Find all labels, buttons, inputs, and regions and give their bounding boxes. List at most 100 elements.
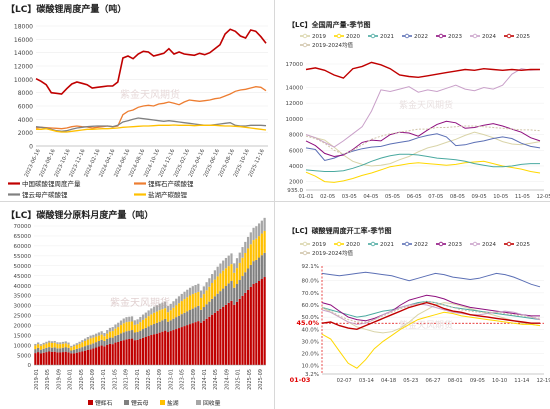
- y-tick-label: 12000: [14, 64, 33, 71]
- x-tick-label: 2020-05: [79, 369, 85, 390]
- bar-segment: [175, 317, 178, 330]
- y-tick-label: 0: [28, 363, 32, 369]
- bar-segment: [92, 334, 95, 338]
- legend-label: 2022: [414, 242, 428, 248]
- x-tick-label: 10-10: [492, 378, 507, 384]
- bar-segment: [130, 316, 134, 322]
- legend-label: 回收量: [203, 399, 221, 407]
- bar-segment: [53, 342, 56, 348]
- bar-segment: [233, 287, 236, 305]
- bar-segment: [122, 323, 125, 333]
- bar-segment: [45, 343, 48, 348]
- bar-segment: [235, 268, 239, 284]
- bar-segment: [56, 342, 59, 344]
- bar-segment: [263, 277, 266, 365]
- legend-label: 2023: [448, 34, 462, 40]
- bar-segment: [263, 230, 266, 253]
- bar-segment: [216, 310, 219, 365]
- bar-segment: [183, 326, 186, 365]
- bar-segment: [70, 345, 73, 348]
- bar-segment: [48, 347, 51, 352]
- y-tick-label: 60.0%: [302, 303, 319, 309]
- bar-segment: [111, 331, 114, 338]
- bar-segment: [169, 320, 172, 332]
- bar-segment: [81, 351, 84, 365]
- bar-segment: [191, 308, 194, 324]
- y-tick-label: 4000: [18, 117, 33, 124]
- x-tick-label: 2023-01: [168, 369, 174, 390]
- bar-segment: [125, 339, 128, 365]
- legend-label: 2021: [380, 242, 394, 248]
- bar-segment: [64, 343, 67, 348]
- bar-segment: [39, 349, 43, 354]
- bar-segment: [238, 280, 241, 299]
- bar-segment: [147, 326, 150, 337]
- bar-segment: [166, 332, 170, 365]
- bar-segment: [246, 289, 250, 365]
- bar-segment: [161, 302, 164, 310]
- bar-segment: [180, 327, 183, 365]
- y-tick-label: 40000: [14, 284, 32, 290]
- bar-segment: [45, 347, 48, 353]
- legend-label: 2020: [346, 34, 360, 40]
- bar-segment: [136, 332, 139, 340]
- x-tick-label: 11-14: [514, 378, 530, 384]
- bar-segment: [89, 344, 92, 350]
- bar-segment: [72, 344, 76, 347]
- bar-segment: [103, 333, 106, 337]
- series-line: [305, 120, 541, 158]
- legend-swatch: [124, 400, 129, 405]
- bar-segment: [114, 328, 117, 336]
- bar-segment: [34, 353, 37, 365]
- bar-segment: [257, 223, 261, 237]
- bar-segment: [117, 327, 120, 335]
- bar-segment: [136, 324, 139, 333]
- bar-segment: [194, 307, 197, 323]
- bar-segment: [188, 287, 192, 296]
- bar-segment: [169, 331, 172, 365]
- bar-segment: [205, 290, 208, 305]
- series-line: [305, 133, 541, 162]
- series-line: [321, 300, 541, 323]
- x-tick-label: 08-05: [450, 194, 465, 200]
- series-line: [305, 160, 541, 183]
- x-tick-label: 2019-01: [34, 369, 40, 390]
- series-line: [321, 303, 541, 325]
- bar-segment: [213, 312, 217, 365]
- bar-segment: [219, 308, 222, 365]
- bar-segment: [153, 334, 156, 365]
- bar-segment: [216, 276, 219, 294]
- bar-segment: [177, 328, 181, 365]
- bar-segment: [111, 327, 114, 332]
- bar-segment: [114, 324, 117, 329]
- bar-segment: [125, 331, 128, 340]
- bar-segment: [64, 347, 67, 352]
- legend-label: 2019-2024均值: [312, 41, 353, 49]
- legend-marker: [506, 241, 512, 247]
- bar-segment: [211, 282, 214, 299]
- bar-segment: [216, 266, 219, 277]
- bar-segment: [56, 352, 59, 365]
- bar-segment: [133, 324, 136, 333]
- bar-segment: [180, 301, 183, 315]
- x-tick-label: 04-05: [363, 194, 378, 200]
- x-tick-label: 03-14: [359, 378, 375, 384]
- bar-segment: [53, 340, 56, 343]
- bar-segment: [86, 349, 89, 365]
- y-tick-label: 12000: [286, 101, 304, 107]
- bar-segment: [194, 284, 197, 293]
- legend-label: 中国碳酸锂周度产量: [22, 179, 81, 188]
- bar-segment: [166, 312, 170, 322]
- bar-segment: [255, 238, 258, 260]
- bar-segment: [224, 257, 228, 269]
- bar-segment: [83, 340, 87, 347]
- x-tick-label: 12-05: [536, 194, 550, 200]
- legend-label: 2024: [482, 34, 496, 40]
- legend-marker: [302, 33, 308, 39]
- bar-segment: [153, 312, 156, 324]
- x-tick-label: 2024-09: [224, 369, 230, 390]
- bar-segment: [150, 335, 153, 365]
- watermark: 紫金天风期货: [399, 99, 453, 111]
- bar-segment: [244, 253, 247, 273]
- bar-segment: [252, 261, 255, 284]
